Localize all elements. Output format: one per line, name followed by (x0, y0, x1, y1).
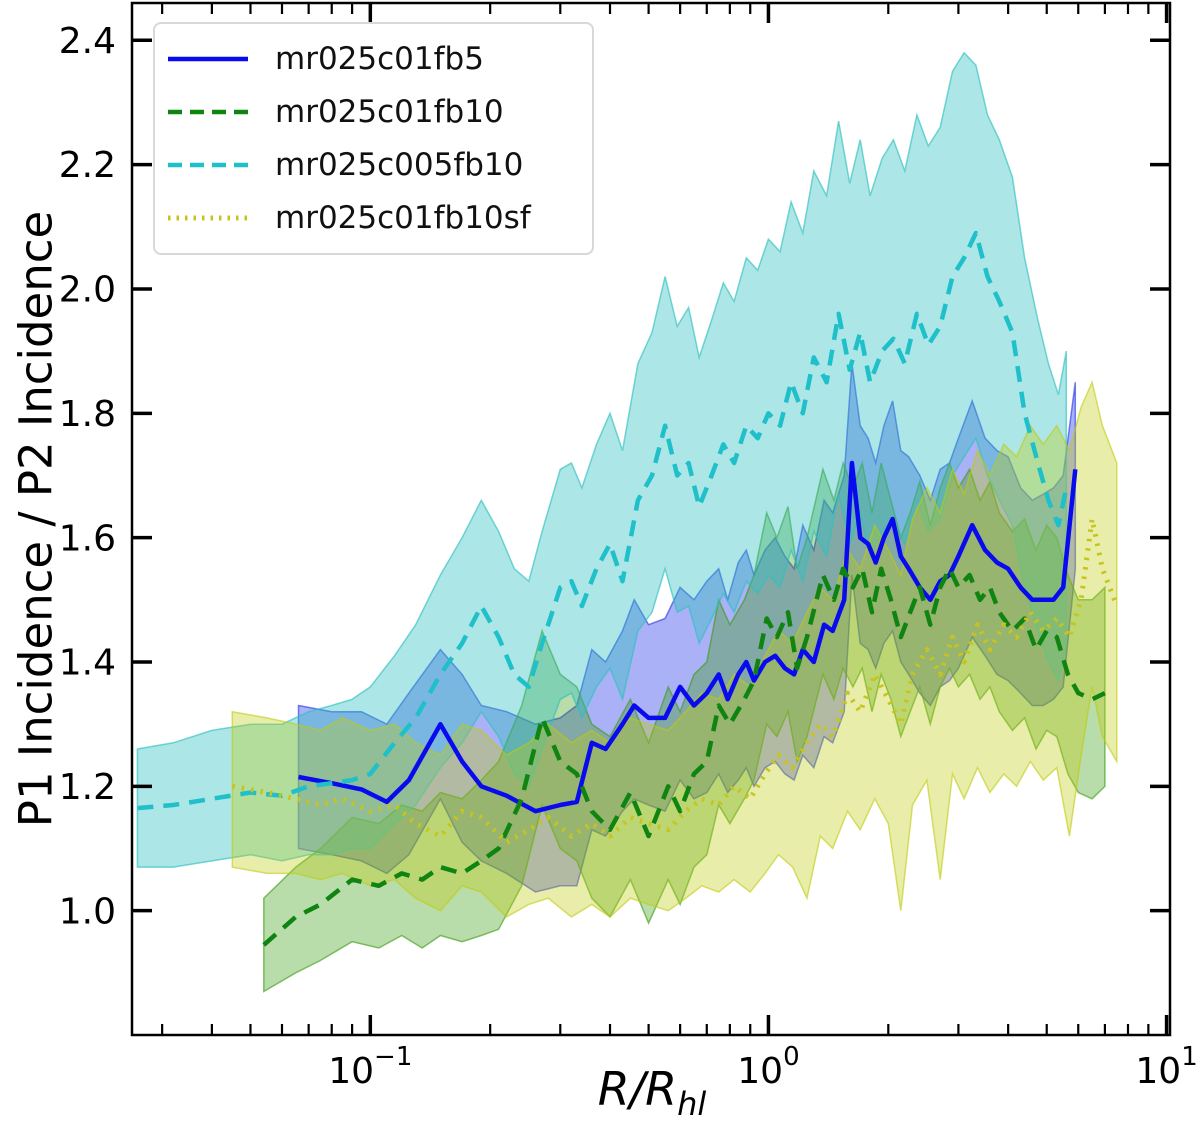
legend-line-sample-dotted (168, 215, 248, 221)
x-axis-label-main: R/R (597, 1062, 678, 1116)
x-tick-label: 10−1 (328, 1042, 412, 1092)
axes-frame (130, 1, 1172, 1037)
y-axis-label-text: P1 Incidence / P2 Incidence (9, 210, 63, 828)
axis-ticks (132, 3, 1170, 1035)
legend-item-mr025c01fb10sf: mr025c01fb10sf (167, 200, 592, 236)
y-tick-label: 2.0 (59, 270, 116, 311)
line-mr025c01fb10 (262, 566, 1106, 947)
y-tick-label: 2.2 (59, 145, 116, 186)
y-axis-label: P1 Incidence / P2 Incidence (10, 211, 63, 827)
y-tick-label: 2.4 (59, 21, 116, 62)
legend-label: mr025c01fb10 (275, 93, 504, 130)
legend-label: mr025c005fb10 (275, 147, 524, 184)
legend-item-mr025c005fb10: mr025c005fb10 (167, 147, 592, 183)
x-tick-label: 100 (737, 1042, 799, 1092)
band-mr025c01fb10sf (231, 379, 1118, 918)
legend-line-sample-dashed-green (168, 109, 248, 115)
legend-label: mr025c01fb5 (275, 40, 484, 77)
legend-item-mr025c01fb10: mr025c01fb10 (167, 94, 592, 130)
y-tick-label: 1.8 (59, 394, 116, 435)
line-mr025c01fb10sf (231, 516, 1120, 845)
x-axis-label-subscript: hl (677, 1085, 707, 1123)
line-mr025c005fb10 (137, 230, 1069, 811)
band-mr025c01fb10 (263, 460, 1106, 993)
y-tick-label: 1.0 (59, 891, 116, 932)
legend-line-sample-solid (168, 56, 248, 61)
band-mr025c005fb10 (136, 51, 1068, 868)
y-tick-label: 1.6 (59, 518, 116, 559)
plot-area (136, 51, 1120, 993)
x-tick-label: 101 (1135, 1042, 1197, 1092)
legend-item-mr025c01fb5: mr025c01fb5 (167, 41, 592, 77)
line-mr025c01fb5 (298, 460, 1078, 814)
y-tick-label: 1.2 (59, 767, 116, 808)
x-axis-label: R/Rhl (597, 1062, 707, 1123)
band-mr025c01fb5 (297, 363, 1077, 893)
y-tick-label: 1.4 (59, 643, 116, 684)
legend: mr025c01fb5 mr025c01fb10 mr025c005fb10 m… (153, 22, 594, 255)
legend-label: mr025c01fb10sf (275, 200, 531, 237)
legend-line-sample-dashed-cyan (168, 162, 248, 168)
